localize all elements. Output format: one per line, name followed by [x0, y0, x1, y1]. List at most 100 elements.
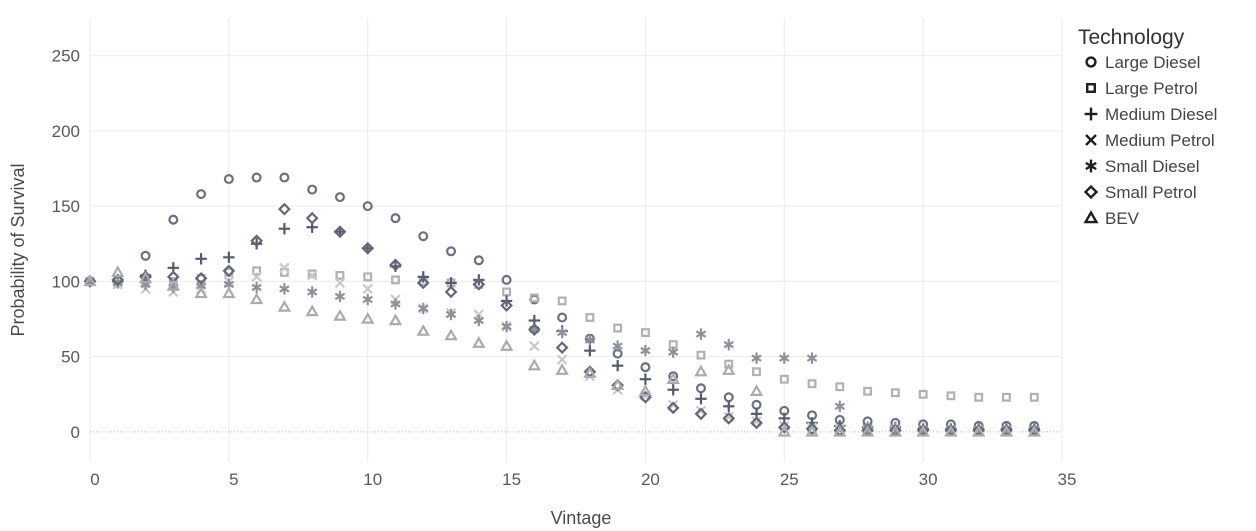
data-point: [529, 340, 540, 352]
data-point: [640, 344, 651, 357]
data-point: [362, 293, 373, 306]
data-point: [307, 269, 317, 279]
data-point: [360, 311, 375, 324]
data-point: [807, 379, 817, 389]
x-tick-label: 5: [229, 470, 238, 489]
data-point: [279, 283, 290, 295]
data-point: [278, 202, 291, 216]
data-point: [472, 278, 486, 291]
data-point: [1029, 392, 1039, 402]
data-point: [751, 399, 762, 410]
data-point: [111, 265, 125, 278]
data-point: [250, 234, 264, 248]
data-point: [667, 399, 679, 411]
y-axis-title: Probability of Survival: [8, 163, 28, 336]
data-point: [222, 286, 236, 299]
data-point: [501, 320, 512, 333]
legend-marker-square-icon: [1086, 83, 1096, 93]
data-point: [140, 250, 151, 261]
y-tick-label: 0: [71, 423, 80, 442]
data-point: [251, 281, 262, 294]
data-point: [779, 374, 789, 384]
data-point: [612, 340, 623, 352]
legend-marker-diamond-icon: [1083, 184, 1099, 200]
data-point: [805, 422, 819, 436]
data-point: [334, 192, 345, 203]
data-point: [752, 367, 761, 377]
data-point: [500, 299, 513, 312]
data-point: [833, 424, 847, 437]
data-point: [196, 189, 207, 200]
data-point: [666, 401, 680, 415]
data-point: [391, 275, 400, 285]
x-tick-label: 25: [780, 470, 799, 489]
data-point: [555, 341, 569, 354]
data-point: [666, 372, 680, 384]
legend-item: Small Petrol: [1083, 183, 1197, 202]
data-point: [694, 407, 708, 421]
data-point: [751, 352, 762, 364]
data-point: [194, 271, 208, 285]
data-point: [556, 326, 568, 339]
data-point: [638, 384, 653, 396]
data-point: [473, 314, 484, 327]
data-point: [613, 323, 623, 333]
data-point: [390, 298, 401, 310]
legend-item: Large Diesel: [1085, 53, 1200, 72]
legend-item: BEV: [1083, 209, 1140, 228]
data-point: [416, 276, 430, 290]
data-point: [695, 405, 707, 417]
data-point: [668, 346, 679, 358]
data-point: [473, 309, 485, 320]
data-point: [249, 292, 264, 305]
data-point: [444, 328, 458, 341]
data-point: [334, 277, 346, 289]
legend: Technology Large Diesel Large Petrol Mediu…: [1078, 26, 1217, 228]
data-point: [83, 275, 97, 288]
data-point: [1027, 424, 1041, 437]
y-tick-label: 150: [52, 197, 80, 216]
data-point: [388, 313, 403, 326]
legend-item: Medium Diesel: [1084, 105, 1217, 124]
legend-label: Small Petrol: [1105, 183, 1197, 202]
data-point: [888, 424, 903, 437]
legend-marker-plus-icon: [1084, 107, 1098, 121]
data-point: [694, 364, 708, 377]
data-point: [585, 313, 595, 322]
data-point: [971, 424, 986, 437]
data-point: [335, 270, 345, 280]
data-point: [305, 211, 319, 225]
data-point: [279, 172, 290, 183]
data-point: [611, 359, 624, 372]
legend-label: BEV: [1105, 209, 1140, 228]
legend-label: Medium Petrol: [1105, 131, 1215, 150]
data-point: [277, 299, 292, 312]
data-point: [472, 336, 486, 348]
data-point: [749, 384, 764, 396]
data-point: [723, 392, 734, 403]
legend-item: Small Diesel: [1085, 157, 1199, 176]
legend-marker-x-icon: [1085, 134, 1097, 146]
data-point: [306, 270, 318, 281]
data-point: [835, 382, 845, 392]
data-point: [944, 424, 958, 437]
data-point: [974, 392, 984, 402]
data-points: [83, 172, 1041, 437]
data-point: [363, 272, 373, 282]
axis-tick-labels: 0 5 10 15 20 25 30 35 0 50 100 150 200 250: [52, 47, 1077, 489]
data-point: [527, 358, 542, 371]
data-point: [557, 312, 568, 323]
series-small-petrol: [83, 202, 1041, 437]
data-point: [334, 226, 346, 238]
data-point: [777, 424, 792, 437]
x-tick-label: 0: [90, 470, 99, 489]
data-point: [1002, 392, 1011, 402]
data-point: [805, 424, 819, 437]
data-point: [251, 172, 262, 183]
data-point: [529, 293, 539, 303]
legend-label: Medium Diesel: [1105, 105, 1217, 124]
data-point: [418, 231, 429, 242]
data-point: [278, 223, 291, 235]
y-tick-label: 200: [52, 122, 80, 141]
data-point: [640, 362, 651, 373]
